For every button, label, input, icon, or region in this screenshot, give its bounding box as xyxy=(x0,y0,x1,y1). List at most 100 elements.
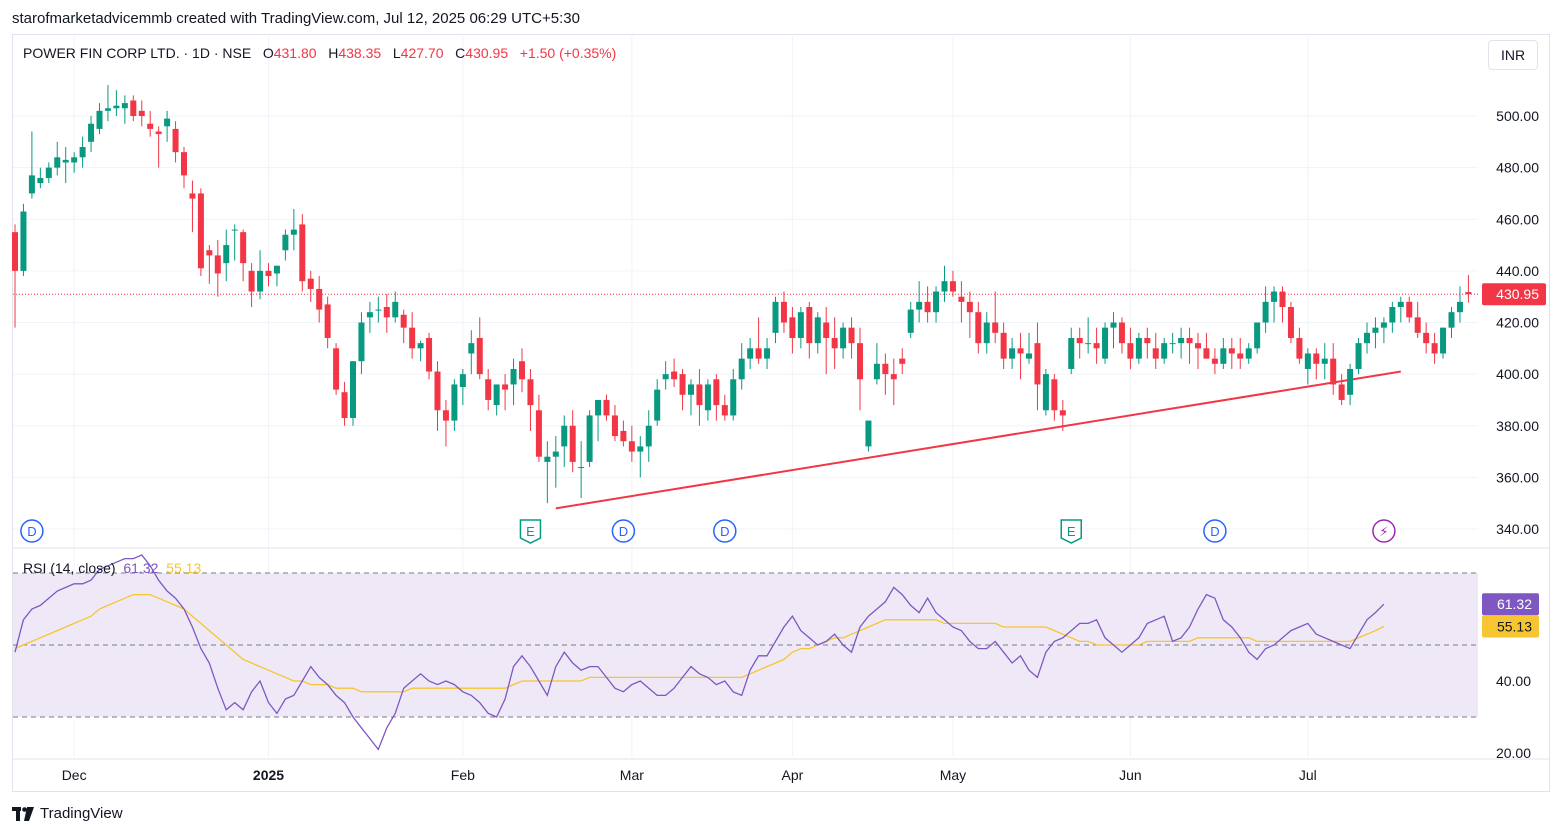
candle xyxy=(1321,343,1328,380)
time-tick-label: Mar xyxy=(620,767,644,783)
candle xyxy=(1228,337,1235,369)
events-layer: D E D D E D ⚡ xyxy=(20,519,1396,544)
candle xyxy=(1287,301,1294,344)
high-label: H xyxy=(328,45,339,61)
candle xyxy=(772,296,779,344)
rsi-legend-value: 61.32 xyxy=(123,560,159,576)
price-tick-label: 360.00 xyxy=(1496,469,1539,485)
event-marker-earnings[interactable]: E xyxy=(519,519,542,544)
candle xyxy=(400,309,407,344)
time-tick-label: Jun xyxy=(1119,767,1142,783)
candle xyxy=(366,301,373,333)
symbol-name[interactable]: POWER FIN CORP LTD. · 1D · NSE xyxy=(23,45,252,61)
time-tick-label: 2025 xyxy=(253,767,284,783)
event-marker-dividend[interactable]: D xyxy=(1203,519,1227,543)
candle xyxy=(62,146,69,184)
candle xyxy=(316,276,323,323)
candle xyxy=(189,180,196,233)
event-marker-dividend[interactable]: D xyxy=(20,519,44,543)
low-value: 427.70 xyxy=(400,45,444,61)
candle xyxy=(949,270,956,297)
attribution-text: starofmarketadvicemmb created with Tradi… xyxy=(12,10,580,27)
candle xyxy=(1279,286,1286,323)
price-tick-label: 380.00 xyxy=(1496,418,1539,434)
candle xyxy=(1389,301,1396,333)
candle xyxy=(1085,317,1092,354)
price-tick-label: 420.00 xyxy=(1496,315,1539,331)
candle xyxy=(130,95,137,122)
candle xyxy=(603,394,610,421)
candle xyxy=(240,229,247,282)
candle xyxy=(1338,374,1345,406)
candle xyxy=(147,110,154,137)
candle xyxy=(485,368,492,411)
candle xyxy=(1102,322,1109,364)
time-axis: Dec 2025 Feb Mar Apr May Jun Jul xyxy=(62,767,1317,783)
candle xyxy=(1355,337,1362,375)
candle xyxy=(535,394,542,462)
candle xyxy=(20,203,27,277)
candle xyxy=(1110,312,1117,349)
event-marker-dividend[interactable]: D xyxy=(611,519,636,543)
high-value: 438.35 xyxy=(338,45,382,61)
candle xyxy=(1068,327,1075,375)
candle xyxy=(282,229,289,261)
candle xyxy=(96,103,103,135)
svg-text:D: D xyxy=(27,524,36,539)
candle xyxy=(417,340,424,362)
tradingview-logo[interactable]: TradingView xyxy=(12,805,123,822)
candle xyxy=(992,291,999,344)
candle xyxy=(840,322,847,359)
change-value: +1.50 (+0.35%) xyxy=(519,45,617,61)
candle xyxy=(654,379,661,426)
candle xyxy=(121,95,128,124)
candle xyxy=(789,307,796,354)
rsi-title[interactable]: RSI (14, close) xyxy=(23,560,116,576)
event-marker-dividend[interactable]: D xyxy=(713,519,737,543)
candle xyxy=(1330,343,1337,395)
candle xyxy=(519,348,525,393)
candle xyxy=(426,332,433,380)
candle xyxy=(544,441,551,504)
candle xyxy=(383,294,390,333)
candle xyxy=(468,330,475,375)
candle xyxy=(595,399,602,442)
candle xyxy=(299,214,306,292)
candle xyxy=(223,229,230,282)
svg-text:61.32: 61.32 xyxy=(1497,596,1532,612)
event-marker-flash[interactable]: ⚡ xyxy=(1372,519,1396,543)
candle xyxy=(79,136,86,168)
candle xyxy=(1000,322,1007,369)
candle xyxy=(679,368,686,411)
time-tick-label: Dec xyxy=(62,767,87,783)
candle xyxy=(1093,327,1100,364)
chart-frame xyxy=(12,34,1550,792)
candle xyxy=(1135,332,1142,364)
candle xyxy=(1220,337,1227,369)
candle xyxy=(88,116,95,153)
candle xyxy=(1262,286,1269,333)
support-trendline[interactable] xyxy=(555,370,1401,510)
price-axis: 500.00 480.00 460.00 440.00 420.00 400.00 380.… xyxy=(1482,108,1546,537)
candle xyxy=(764,337,771,369)
candle xyxy=(1203,332,1210,359)
last-price-badge: 430.95 xyxy=(1482,283,1546,306)
time-tick-label: Apr xyxy=(782,767,804,783)
candle xyxy=(1127,327,1134,369)
time-tick-label: Feb xyxy=(451,767,475,783)
currency-button[interactable]: INR xyxy=(1488,40,1538,70)
event-marker-earnings[interactable]: E xyxy=(1060,519,1082,544)
candle xyxy=(375,296,382,323)
candle xyxy=(510,358,517,406)
ohlc-legend: POWER FIN CORP LTD. · 1D · NSE O431.80 H… xyxy=(23,45,616,61)
price-tick-label: 340.00 xyxy=(1496,521,1539,537)
candle xyxy=(1347,363,1354,406)
time-tick-label: Jul xyxy=(1299,767,1317,783)
candle xyxy=(975,301,982,354)
candle xyxy=(713,374,720,421)
candle xyxy=(248,263,255,308)
candle xyxy=(890,358,897,406)
candle xyxy=(1144,327,1151,359)
candle xyxy=(1372,317,1379,349)
